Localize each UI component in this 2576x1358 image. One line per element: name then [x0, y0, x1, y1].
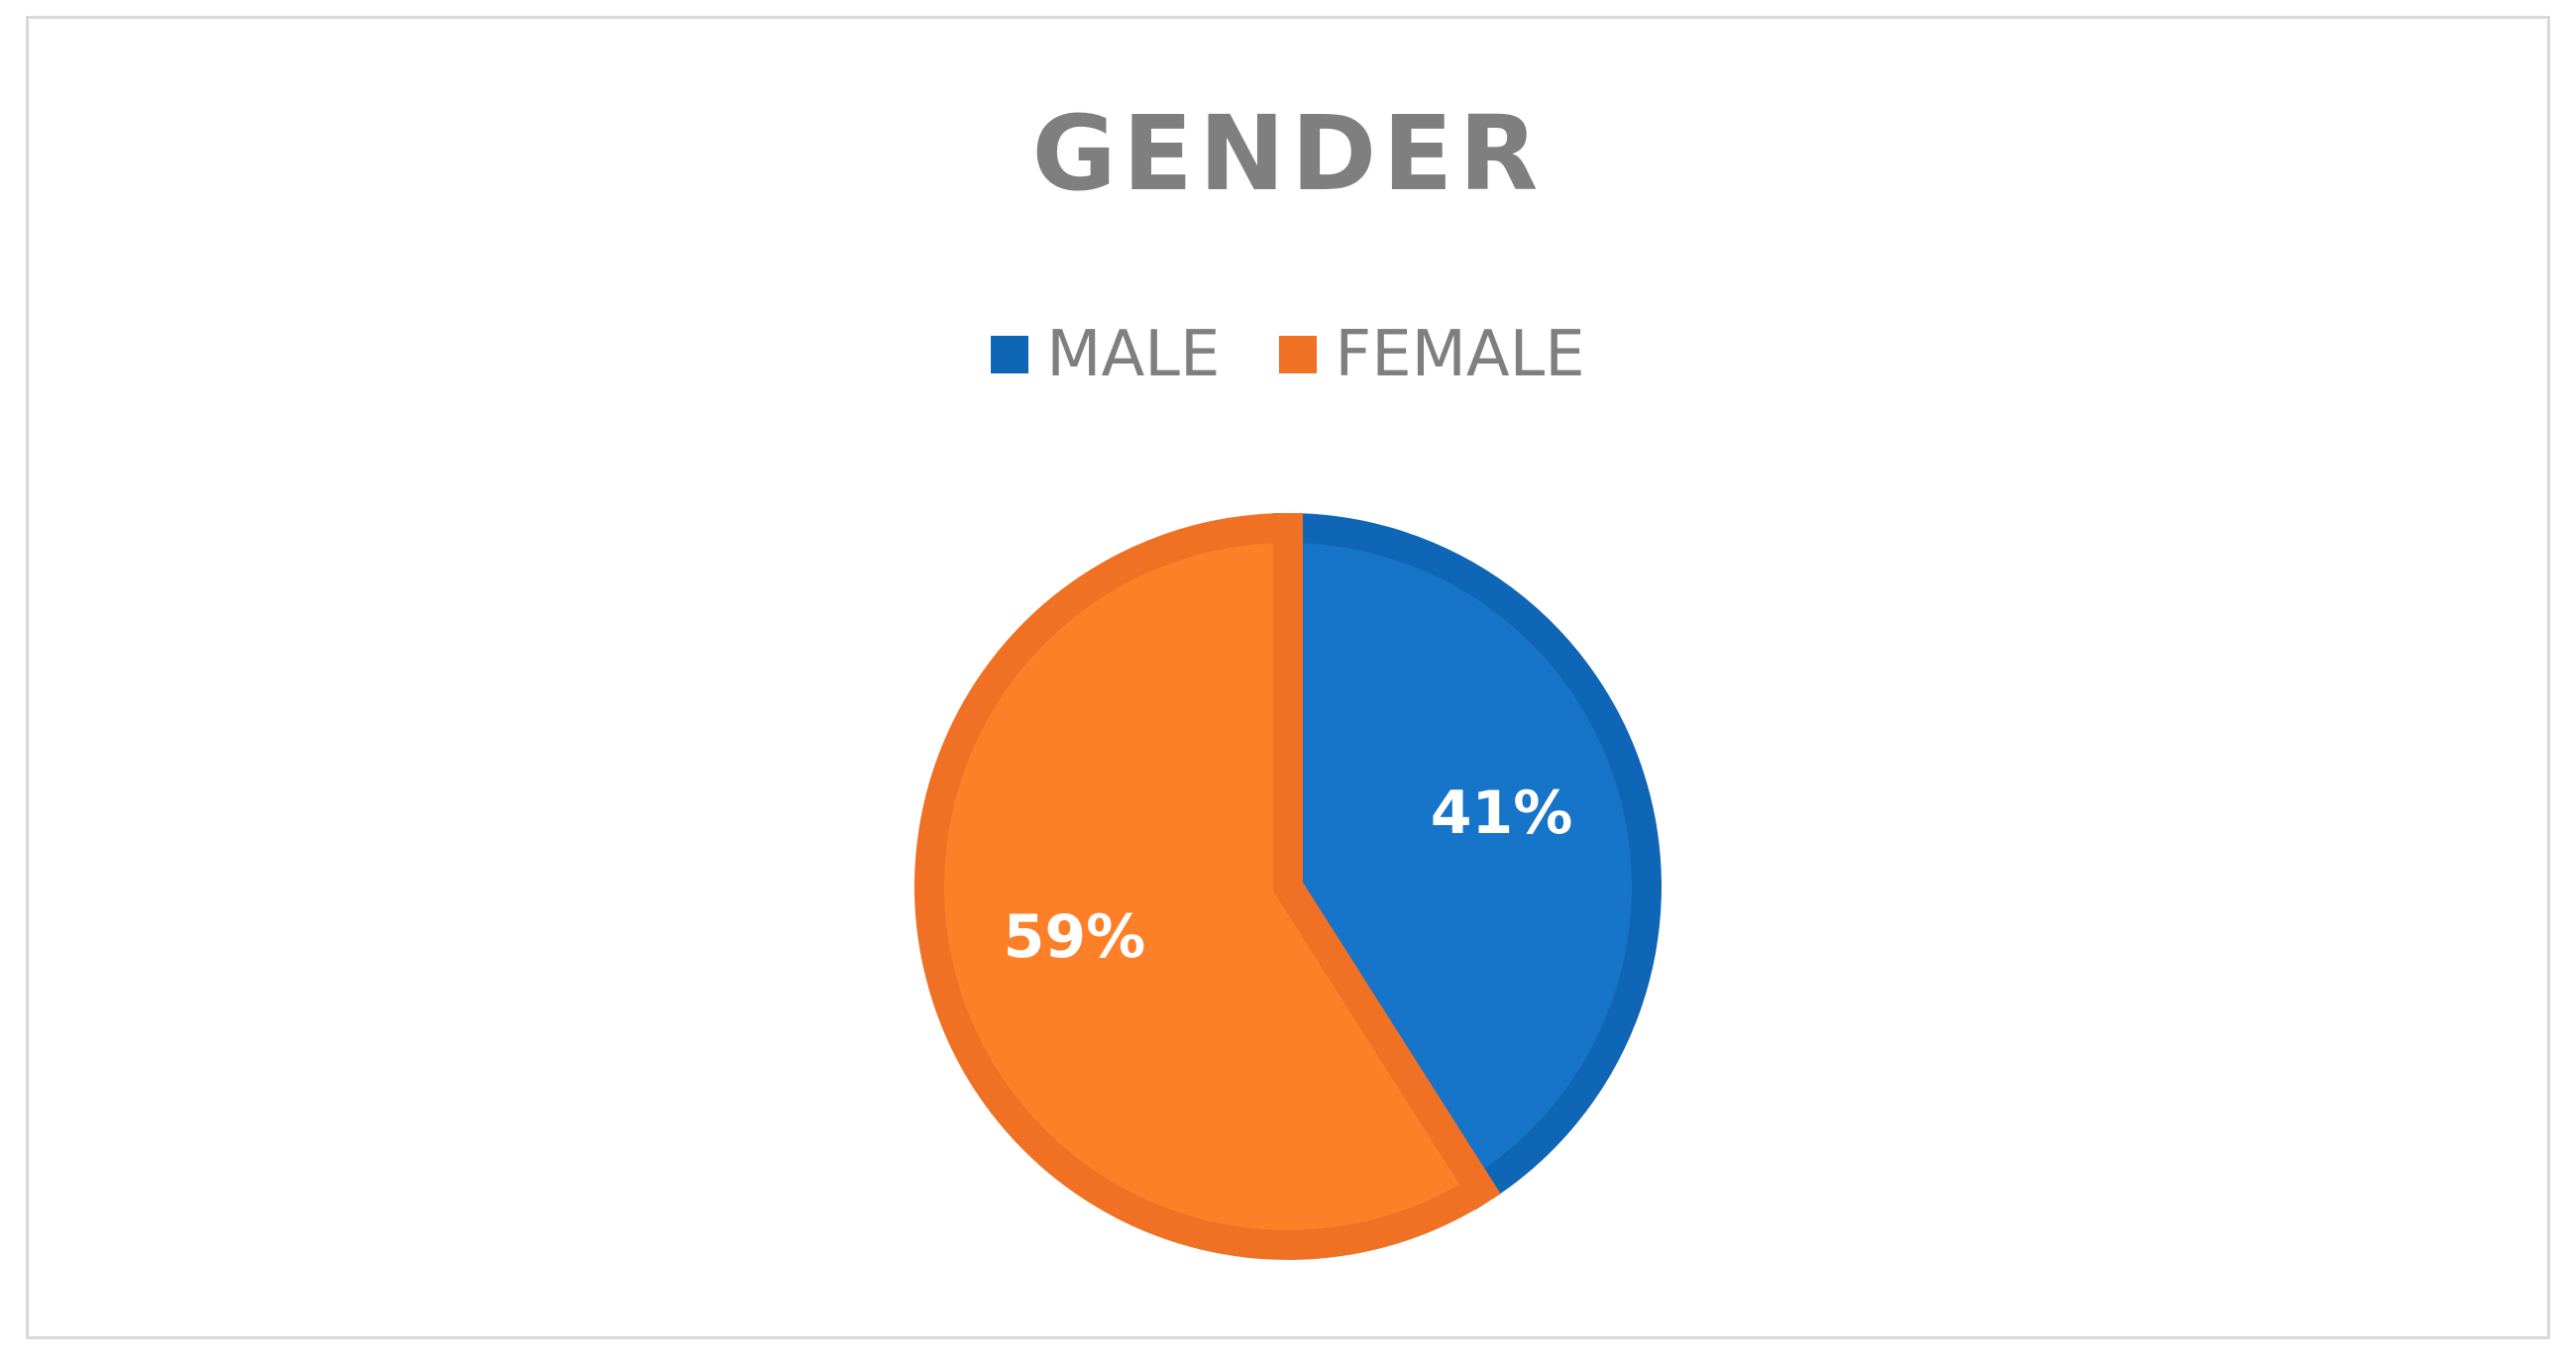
- legend-item-male: MALE: [991, 320, 1220, 389]
- legend-item-female: FEMALE: [1279, 318, 1585, 391]
- legend-label-male: MALE: [1046, 318, 1221, 391]
- legend: MALE FEMALE: [0, 315, 2576, 394]
- pie-slice-female: [914, 512, 1501, 1260]
- legend-label-female: FEMALE: [1335, 318, 1585, 391]
- legend-swatch-male: [991, 336, 1029, 373]
- chart-title: GENDER: [1031, 93, 1545, 214]
- data-label-male: 41%: [1431, 779, 1573, 848]
- legend-swatch-female: [1279, 336, 1318, 373]
- data-label-female: 59%: [1004, 902, 1146, 972]
